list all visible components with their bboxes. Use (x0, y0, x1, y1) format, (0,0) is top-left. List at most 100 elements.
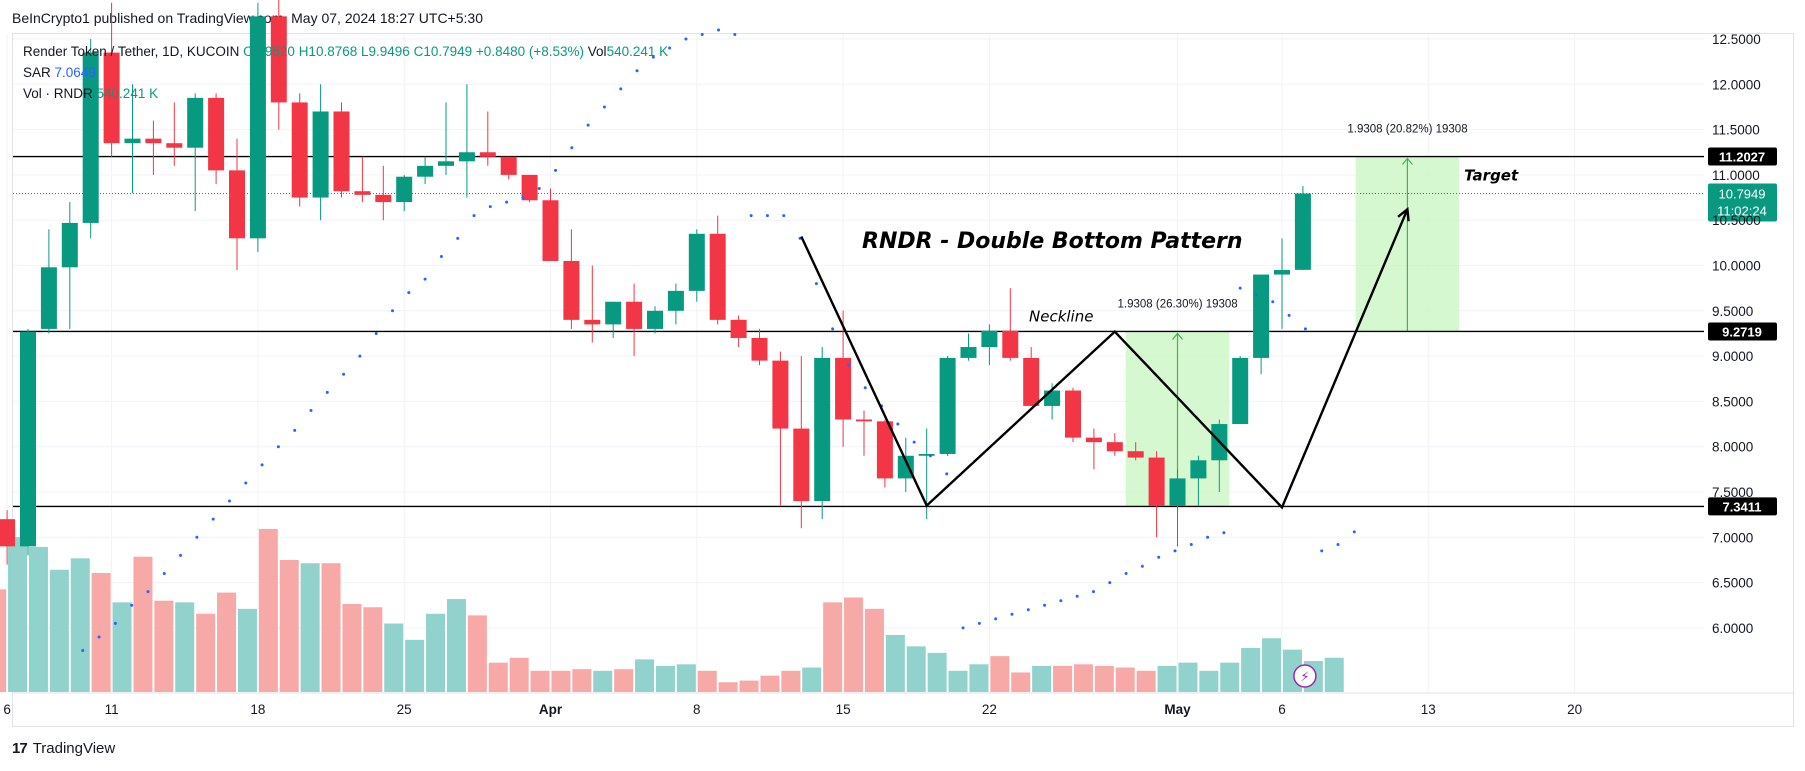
sar-dot (668, 46, 672, 50)
legend-sar: SAR 7.0649 (23, 65, 96, 80)
volume-bar (279, 559, 299, 692)
y-tick-label: 10.5000 (1712, 213, 1761, 228)
sar-dot (1320, 549, 1324, 553)
high-value: H10.8768 (298, 44, 358, 59)
volume-bar (1178, 662, 1198, 692)
volume-bar (363, 607, 383, 692)
volume-bar (112, 602, 132, 692)
sar-dot (1124, 572, 1128, 576)
sar-dot (293, 428, 297, 432)
volume-bar (1094, 665, 1114, 692)
volume-bar (948, 670, 968, 692)
y-tick-label: 12.5000 (1712, 32, 1761, 47)
volume-bar (1241, 647, 1261, 692)
candle-down (103, 52, 120, 144)
volume-bar (760, 675, 780, 692)
candle-up (1190, 460, 1207, 479)
candle-down (270, 16, 287, 103)
sar-dot (374, 331, 378, 335)
sar-dot (1140, 564, 1144, 568)
candle-down (626, 301, 643, 329)
sar-dot (602, 105, 606, 109)
candle-down (0, 519, 16, 547)
horizontal-levels[interactable]: 11.2027 9.2719 7.3411 10.7949 11:02:24 (13, 147, 1777, 516)
volume-bar (718, 682, 738, 692)
candle-up (939, 357, 956, 454)
sar-dot (733, 32, 737, 36)
sar-dot (521, 196, 525, 200)
volume-bar (8, 537, 28, 692)
volume-bar (321, 563, 341, 692)
open-value: O9.9520 (243, 44, 295, 59)
annotations: RNDR - Double Bottom Pattern Neckline Ta… (862, 124, 1519, 326)
sar-dot (1287, 313, 1291, 317)
sar-dot (179, 553, 183, 557)
y-tick-label: 6.5000 (1712, 576, 1753, 591)
sar-dot (1091, 590, 1095, 594)
volume-bar (676, 664, 696, 692)
change-value: +0.8480 (+8.53%) (475, 44, 585, 59)
candles[interactable] (0, 0, 1311, 565)
price-axis[interactable]: 6.0000 6.5000 7.0000 7.5000 8.0000 8.5000 9.00… (1712, 32, 1761, 636)
sar-dot (113, 621, 117, 625)
candle-up (312, 111, 329, 198)
candle-up (438, 161, 454, 166)
x-tick-label: 25 (397, 702, 412, 717)
sar-dot (1059, 599, 1063, 603)
sar-dot (863, 386, 867, 390)
volume-bar (906, 646, 926, 692)
volume-bar (1053, 665, 1073, 692)
sar-dot (928, 454, 932, 458)
candle-down (751, 337, 768, 361)
candle-down (1127, 451, 1144, 458)
volume-bar (1262, 638, 1282, 692)
volume-bar (488, 662, 508, 692)
volume-bar (1011, 672, 1031, 692)
x-tick-label: 6 (1278, 702, 1286, 717)
candle-up (1044, 390, 1061, 406)
tradingview-brand: TradingView (32, 740, 116, 757)
countdown-text: 11:02:24 (1717, 203, 1767, 218)
volume-bar (655, 665, 675, 692)
x-tick-label: 20 (1567, 702, 1582, 717)
volume-bar (697, 670, 717, 692)
candle-down (521, 174, 538, 201)
level-price-tag (1708, 147, 1777, 166)
symbol-label: Render Token / Tether, 1D, KUCOIN (23, 44, 240, 59)
candle-down (730, 319, 747, 338)
volume-symbol-label: Vol · RNDR (23, 86, 93, 101)
candle-up (897, 455, 914, 479)
candle-down (500, 156, 517, 175)
candle-down (354, 191, 371, 195)
legend-volume: Vol · RNDR 540.241 K (23, 86, 158, 101)
volume-bar (28, 546, 48, 692)
pattern-lines[interactable] (800, 207, 1410, 510)
sar-dot (1157, 555, 1161, 559)
candle-down (291, 102, 308, 198)
sar-dot (1075, 594, 1079, 598)
neckline-label: Neckline (1029, 308, 1093, 326)
time-axis[interactable]: 6 11 18 25 Apr 8 15 22 May 6 13 20 ⚡ (3, 664, 1793, 717)
y-tick-label: 11.5000 (1712, 123, 1760, 138)
sar-dot (423, 277, 427, 281)
sar-dot (325, 390, 329, 394)
candle-down (793, 428, 810, 502)
sar-dot (1173, 549, 1177, 553)
sar-dot (912, 440, 916, 444)
candle-down (229, 170, 245, 239)
volume-bar (175, 602, 195, 692)
publisher-line: BeInCrypto1 published on TradingView.com… (12, 10, 483, 26)
volume-bar (1157, 665, 1177, 692)
y-tick-label: 6.0000 (1712, 621, 1753, 636)
volume-bar (635, 659, 655, 692)
sar-dot (456, 236, 460, 240)
sar-dot (162, 572, 166, 576)
sar-dot (586, 123, 590, 127)
y-tick-label: 8.0000 (1712, 440, 1753, 455)
sar-dot (488, 205, 492, 209)
candle-up (458, 152, 475, 162)
level-price-text: 11.2027 (1719, 150, 1765, 165)
sar-dot (1108, 581, 1112, 585)
sar-dot (961, 626, 965, 630)
